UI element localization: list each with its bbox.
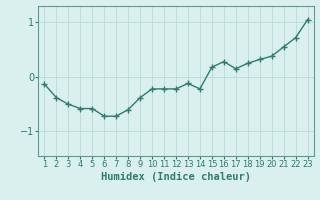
X-axis label: Humidex (Indice chaleur): Humidex (Indice chaleur) — [101, 172, 251, 182]
